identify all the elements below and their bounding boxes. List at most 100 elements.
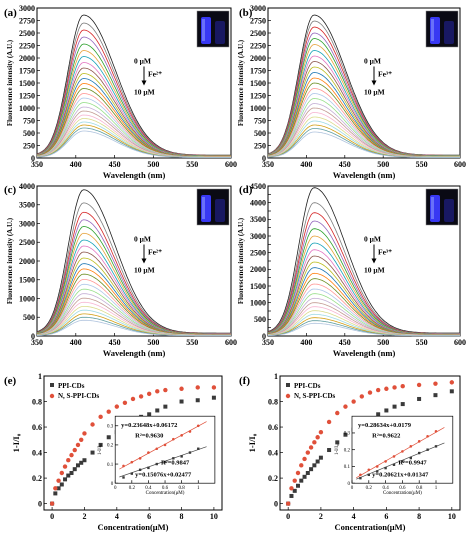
x-tick-label: 0.2 <box>366 486 373 491</box>
data-point-ns-ppi-cds <box>305 450 311 455</box>
y-axis-label: Fluorescence intensity (A.U.) <box>237 217 245 304</box>
x-axis-label: Concentration(μM) <box>335 522 406 532</box>
x-tick-label: 450 <box>339 338 351 347</box>
data-point-ppi-cds <box>69 470 74 475</box>
data-point-ppi-cds <box>449 389 454 394</box>
x-axis-label: Concentration(μM) <box>98 522 169 532</box>
inset-point-ppi <box>180 455 183 458</box>
y-tick-label: 1500 <box>250 282 266 291</box>
inset-point-ppi <box>384 466 387 470</box>
y-tick-label: 3000 <box>19 219 35 228</box>
y-tick-label: 1500 <box>19 276 35 285</box>
y-tick-label: 1000 <box>19 294 35 303</box>
y-tick-label: 0.2 <box>268 474 278 483</box>
x-axis-label: Wavelength (nm) <box>333 348 396 358</box>
data-point-ppi-cds <box>56 486 61 491</box>
inset-equation: R²=0.9630 <box>135 433 163 440</box>
data-point-ns-ppi-cds <box>318 429 324 435</box>
y-tick-label: 1500 <box>19 79 35 88</box>
x-tick-label: 350 <box>31 160 43 169</box>
inset-point-ppi <box>392 463 396 466</box>
inset-point-ppi <box>434 445 438 448</box>
data-point-ns-ppi-cds <box>79 437 84 443</box>
data-point-ppi-cds <box>98 442 103 447</box>
data-point-ppi-cds <box>66 473 71 478</box>
x-tick-label: 0.6 <box>399 486 406 491</box>
data-point-ns-ppi-cds <box>72 447 77 453</box>
fit-line <box>119 421 207 470</box>
data-point-ppi-cds <box>147 412 152 417</box>
inset-point-ppi <box>122 476 125 479</box>
x-tick-label: 600 <box>454 160 466 169</box>
spectra-panel-0: 350 400 450 500 550 600 0 250 500 750 1000 1250 1500… <box>6 4 237 180</box>
inset-plot: 0 0.2 0.4 0.6 0.8 1 0 0.1 0.2 0.3 Concentration(μM… <box>335 415 454 496</box>
x-tick-label: 350 <box>262 160 274 169</box>
vial-highlight <box>202 19 205 41</box>
data-point-ns-ppi-cds <box>211 385 217 390</box>
y-tick-label: 1500 <box>250 79 266 88</box>
data-point-ppi-cds <box>299 478 304 483</box>
y-tick-label: 1250 <box>19 91 35 100</box>
y-tick-label: 750 <box>23 116 35 125</box>
data-point-ns-ppi-cds <box>400 384 405 389</box>
inset-equation: y=0.15076x+0.02477 <box>135 472 192 479</box>
data-point-ns-ppi-cds <box>315 435 320 440</box>
data-point-ns-ppi-cds <box>122 400 128 405</box>
legend-marker-ns <box>285 393 291 399</box>
y-tick-label: 4500 <box>250 182 266 191</box>
data-point-ppi-cds <box>305 470 310 475</box>
data-point-ns-ppi-cds <box>289 486 294 491</box>
inset-point-ppi <box>147 466 150 470</box>
spectrum-curve <box>267 131 460 158</box>
vial-highlight <box>202 197 205 219</box>
data-point-ppi-cds <box>384 408 389 413</box>
data-point-ns-ppi-cds <box>179 386 184 391</box>
data-point-ppi-cds <box>75 463 80 468</box>
x-tick-label: 550 <box>416 338 428 347</box>
inset-point-ppi <box>188 451 192 454</box>
annotation-start: 0 μM <box>134 57 151 66</box>
y-tick-label: 1000 <box>19 104 35 113</box>
x-tick-label: 600 <box>454 338 466 347</box>
x-tick-label: 550 <box>186 338 198 347</box>
y-tick-label: 3000 <box>250 232 266 241</box>
x-tick-label: 4 <box>115 512 119 521</box>
data-point-ppi-cds <box>327 448 332 453</box>
inset-point-ppi <box>409 456 412 460</box>
y-tick-label: 3000 <box>250 4 266 13</box>
vial-right <box>215 21 225 44</box>
y-tick-label: 2500 <box>19 238 35 247</box>
data-point-ppi-cds <box>211 395 216 400</box>
y-tick-label: 500 <box>23 313 35 322</box>
x-tick-label: 0.4 <box>145 486 152 491</box>
y-tick-label: 3500 <box>19 201 35 210</box>
arrow-down-icon <box>141 80 147 86</box>
y-tick-label: 500 <box>254 315 266 324</box>
y-axis-label: Fluorescence intensity (A.U.) <box>6 39 14 126</box>
spectra-panel-2: 350 400 450 500 550 600 0 500 1000 1500 2000 2500 30… <box>6 182 237 358</box>
y-tick-label: 0 <box>348 482 351 487</box>
y-tick-label: 1000 <box>250 298 266 307</box>
data-point-ns-ppi-cds <box>146 391 152 397</box>
y-tick-label: 750 <box>254 116 266 125</box>
y-tick-label: 2500 <box>19 29 35 38</box>
inset-equation: y=0.23648x+0.06172 <box>121 422 177 429</box>
inset-frame <box>351 415 454 484</box>
x-tick-label: 6 <box>384 512 388 521</box>
data-point-ns-ppi-cds <box>62 464 68 469</box>
y-tick-label: 0.8 <box>32 397 42 406</box>
x-tick-label: 400 <box>300 338 312 347</box>
panel-label: (a) <box>4 7 17 19</box>
data-point-ns-ppi-cds <box>195 385 200 390</box>
fit-line <box>119 446 207 478</box>
y-tick-label: 0 <box>262 332 266 341</box>
y-tick-label: 0.6 <box>268 423 278 432</box>
y-tick-label: 1 <box>274 372 278 381</box>
data-point-ns-ppi-cds <box>351 399 356 404</box>
data-point-ppi-cds <box>179 399 184 404</box>
y-tick-label: 500 <box>254 129 266 138</box>
inset-point-ppi <box>426 448 429 451</box>
y-tick-label: 3000 <box>19 4 35 13</box>
y-tick-label: 1750 <box>19 66 35 75</box>
y-tick-label: 0.1 <box>344 465 351 470</box>
